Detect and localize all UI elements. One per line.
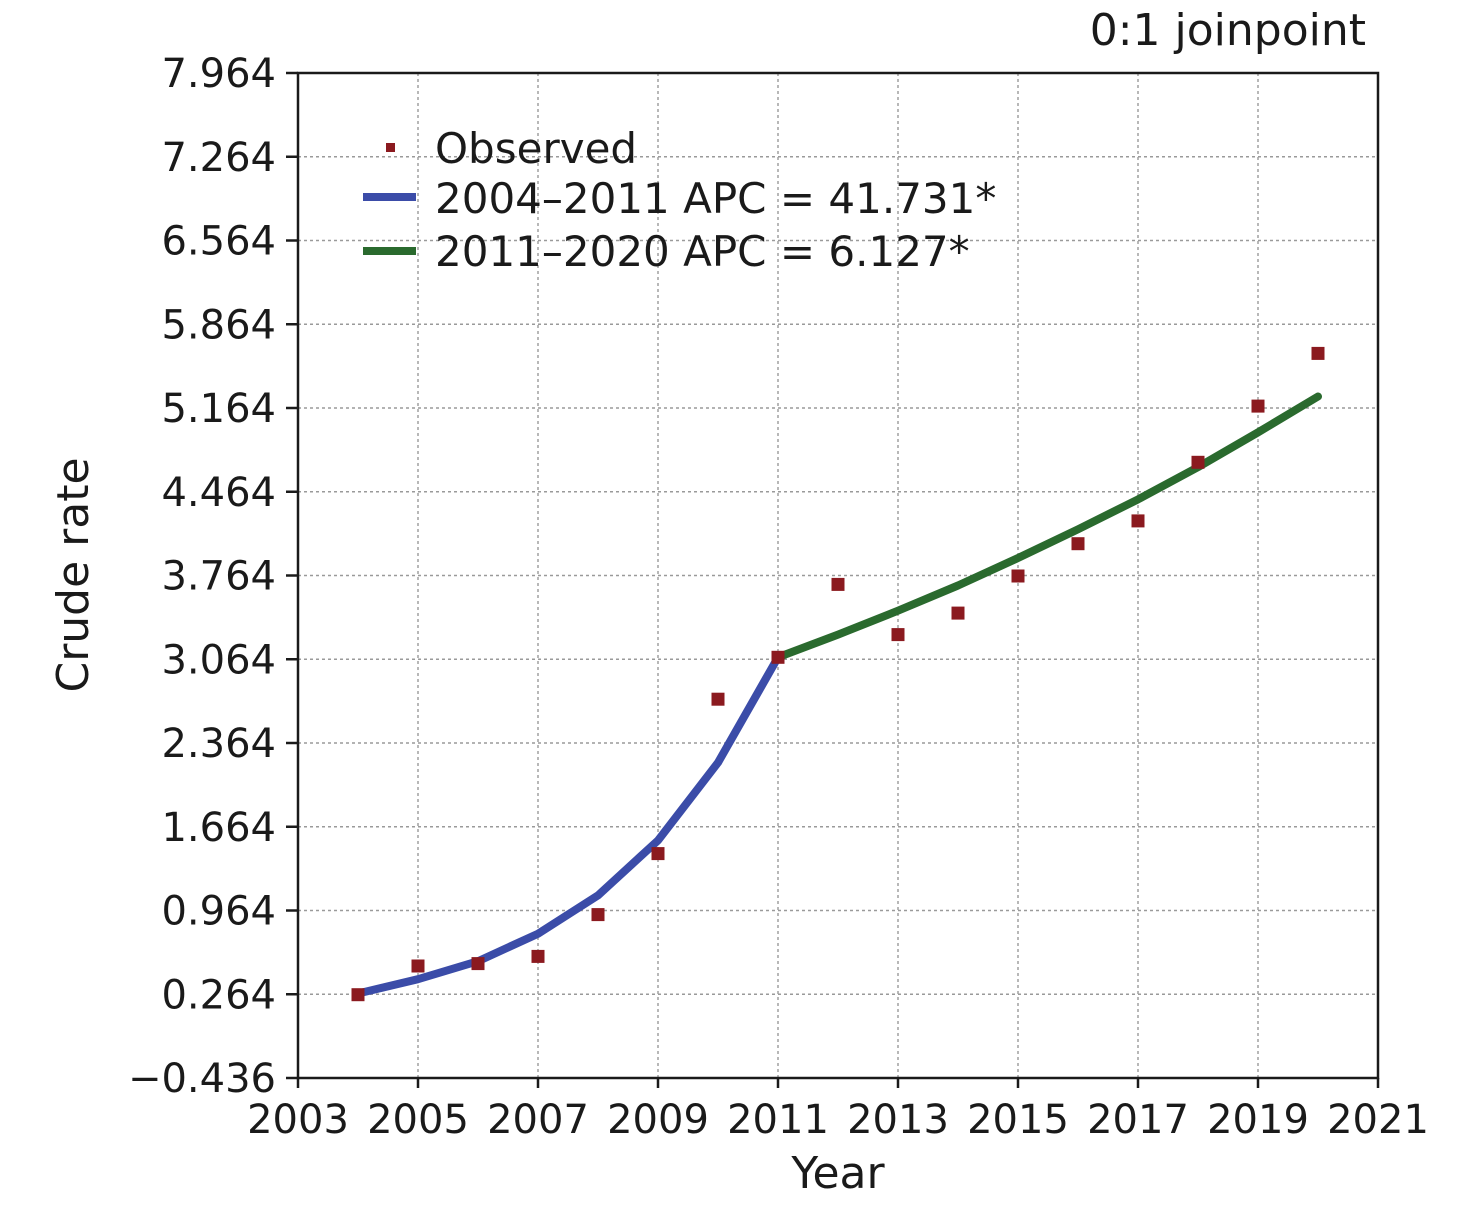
- x-tick-label: 2005: [367, 1097, 469, 1143]
- legend-observed-marker: [386, 143, 395, 152]
- joinpoint-annotation: 0:1 joinpoint: [1090, 5, 1366, 56]
- observed-point: [1191, 455, 1205, 469]
- x-tick-label: 2007: [487, 1097, 589, 1143]
- observed-point: [1131, 514, 1145, 528]
- observed-point: [1311, 346, 1325, 360]
- y-tick-label: 7.264: [161, 135, 276, 181]
- observed-point: [891, 628, 905, 642]
- x-tick-label: 2015: [967, 1097, 1069, 1143]
- observed-point: [711, 692, 725, 706]
- observed-points: [351, 346, 1325, 1002]
- y-tick-label: −0.436: [128, 1056, 276, 1102]
- x-tick-label: 2021: [1327, 1097, 1429, 1143]
- x-tick-label: 2003: [247, 1097, 349, 1143]
- series-line-2: [774, 392, 1322, 662]
- y-tick-label: 3.764: [161, 554, 276, 600]
- x-tick-label: 2009: [607, 1097, 709, 1143]
- y-tick-label: 6.564: [161, 219, 276, 265]
- observed-point: [531, 949, 545, 963]
- observed-point: [1251, 399, 1265, 413]
- x-tick-label: 2019: [1207, 1097, 1309, 1143]
- observed-point: [471, 957, 485, 971]
- x-axis-title: Year: [790, 1148, 885, 1199]
- series-line-1: [354, 653, 782, 998]
- y-tick-label: 1.664: [161, 805, 276, 851]
- y-tick-label: 5.864: [161, 302, 276, 348]
- observed-point: [411, 959, 425, 973]
- y-tick-label: 0.264: [161, 972, 276, 1018]
- y-axis-title: Crude rate: [48, 457, 99, 692]
- x-tick-label: 2011: [727, 1097, 829, 1143]
- observed-point: [1071, 537, 1085, 551]
- observed-point: [951, 606, 965, 620]
- observed-point: [351, 988, 365, 1002]
- y-tick-label: 7.964: [161, 51, 276, 97]
- observed-point: [651, 847, 665, 861]
- observed-point: [771, 650, 785, 664]
- y-tick-label: 0.964: [161, 889, 276, 935]
- legend: Observed 2004–2011 APC = 41.731* 2011–20…: [363, 124, 996, 276]
- axis-ticks: 2003 2005 2007 2009 2011 2013 2015 2017 2019 2021…: [128, 51, 1429, 1143]
- y-tick-label: 4.464: [161, 470, 276, 516]
- legend-observed-label: Observed: [435, 124, 637, 173]
- observed-point: [591, 908, 605, 922]
- legend-series-2-label: 2011–2020 APC = 6.127*: [435, 227, 970, 276]
- series-lines: [354, 392, 1322, 998]
- observed-point: [1011, 569, 1025, 583]
- observed-point: [831, 577, 845, 591]
- x-tick-label: 2017: [1087, 1097, 1189, 1143]
- y-tick-label: 2.364: [161, 721, 276, 767]
- legend-series-1-label: 2004–2011 APC = 41.731*: [435, 174, 996, 223]
- grid-lines: [297, 72, 1379, 1079]
- x-tick-label: 2013: [847, 1097, 949, 1143]
- y-tick-label: 3.064: [161, 637, 276, 683]
- y-tick-label: 5.164: [161, 386, 276, 432]
